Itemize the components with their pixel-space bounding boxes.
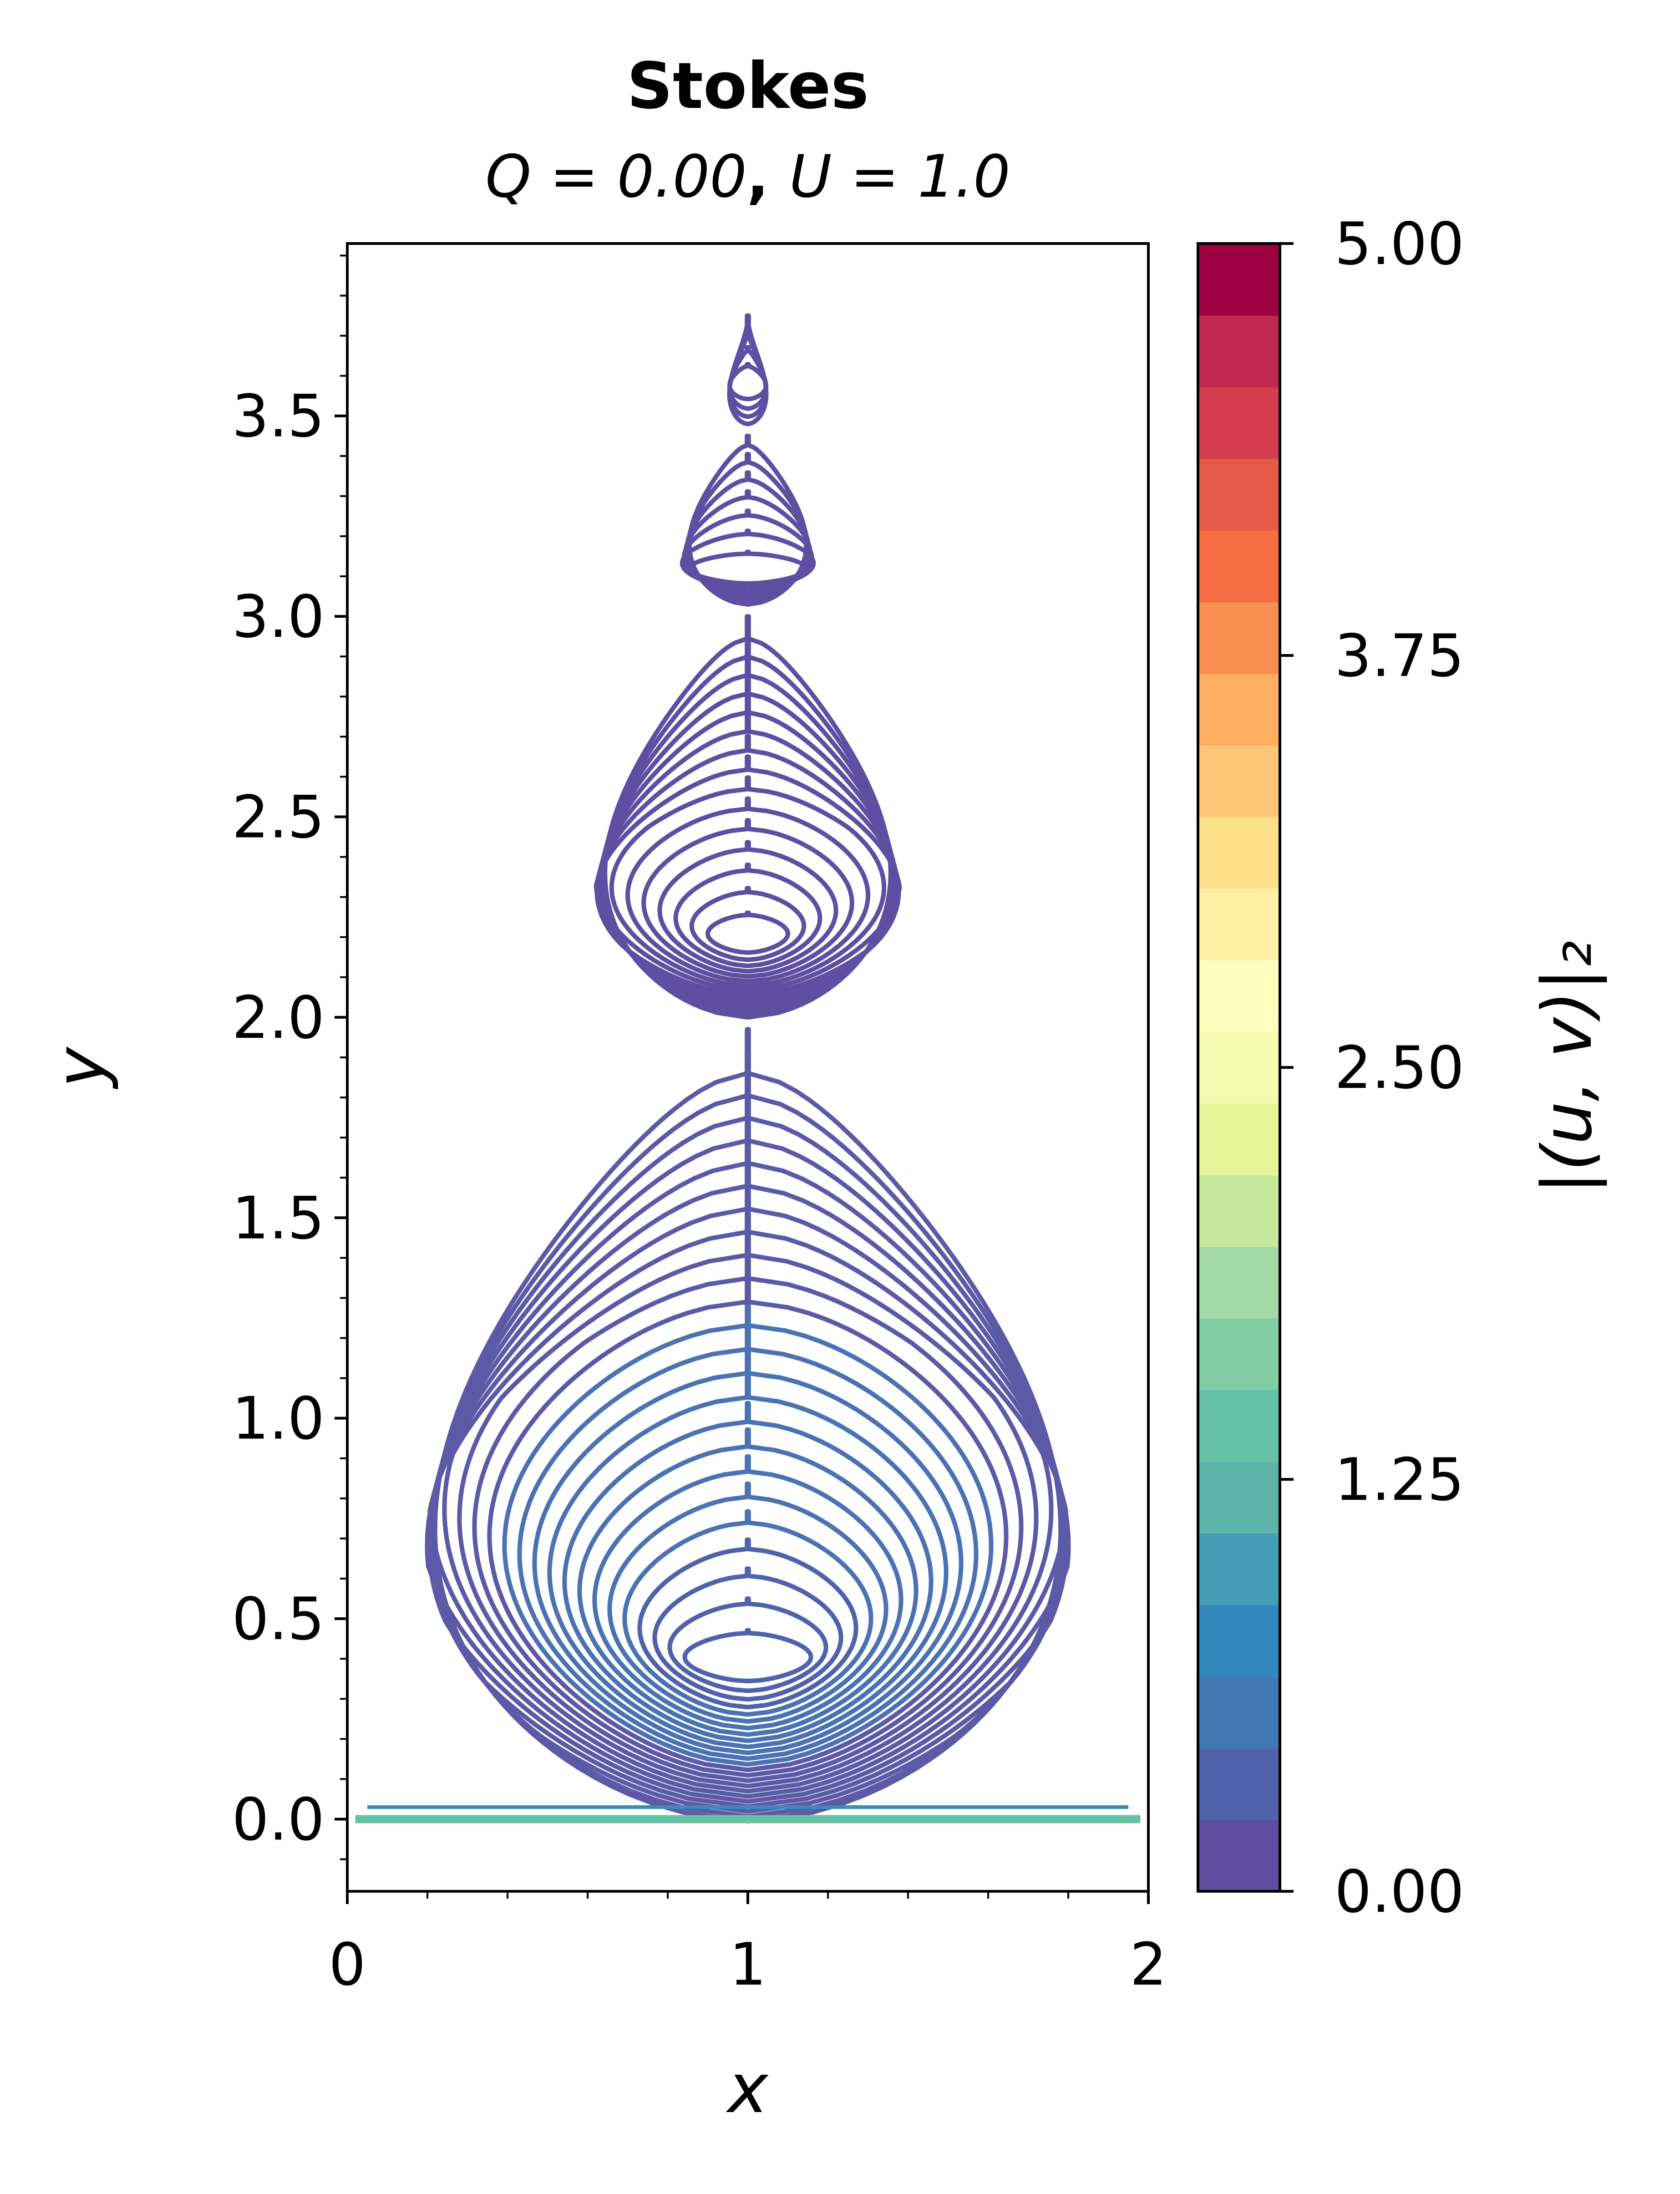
streamline-eddy-2 (641, 818, 854, 979)
streamline-eddy-3 (681, 508, 814, 594)
x-tick-label: 1 (729, 1931, 766, 1999)
streamline-eddy-1 (652, 1566, 843, 1702)
y-tick-label: 0.5 (232, 1585, 325, 1653)
streamline-contours (355, 313, 1141, 1823)
y-tick-label: 3.5 (232, 383, 325, 451)
colorbar-segment (1198, 386, 1280, 459)
streamline-eddy-2 (625, 796, 870, 984)
colorbar-segment (1198, 458, 1280, 531)
x-tick-label: 2 (1130, 1931, 1167, 1999)
colorbar-segment (1198, 1676, 1280, 1749)
colorbar-segment (1198, 1318, 1280, 1391)
colorbar-segment (1198, 888, 1280, 960)
streamline-eddy-1 (682, 1628, 813, 1683)
streamline-eddy-2 (603, 614, 893, 1020)
y-tick-label: 0.0 (232, 1786, 325, 1854)
colorbar-label: |(u, v)|₂ (1528, 940, 1607, 1194)
y-tick-label: 3.0 (232, 583, 325, 651)
y-axis: 0.0 0.5 1.0 1.5 2.0 2.5 3.0 3.5 (232, 254, 347, 1860)
colorbar-segment (1198, 1031, 1280, 1104)
colorbar-segment (1198, 960, 1280, 1032)
colorbar-axis: 0.00 1.25 2.50 3.75 5.00 (1280, 210, 1464, 1926)
colorbar (1198, 244, 1280, 1892)
streamline-eddy-1 (667, 1596, 828, 1693)
colorbar-segment (1198, 1461, 1280, 1534)
colorbar-segment (1198, 1175, 1280, 1247)
y-tick-label: 1.5 (232, 1184, 325, 1252)
colorbar-segment (1198, 1605, 1280, 1677)
chart-title: Stokes (627, 49, 869, 123)
streamline-eddy-1 (432, 1027, 1063, 1823)
colorbar-segment (1198, 1103, 1280, 1176)
streamline-eddy-4 (727, 313, 769, 427)
colorbar-tick-label: 3.75 (1335, 622, 1464, 690)
colorbar-segment (1198, 817, 1280, 889)
y-tick-label: 2.0 (232, 984, 325, 1052)
streamline-eddy-1 (592, 1454, 903, 1731)
y-tick-label: 1.0 (232, 1385, 325, 1453)
chart-subtitle: Q = 0.00, U = 1.0 (485, 143, 1010, 211)
x-axis-label: x (726, 2049, 769, 2128)
streamline-eddy-1 (547, 1374, 949, 1749)
y-axis-label: y (41, 1046, 120, 1089)
subtitle-q: Q = 0.00 (485, 143, 746, 211)
colorbar-tick-label: 5.00 (1335, 210, 1464, 278)
subtitle-u: U = 1.0 (789, 143, 1010, 211)
streamline-eddy-2 (689, 886, 807, 962)
colorbar-segment (1198, 1819, 1280, 1892)
colorbar-segment (1198, 315, 1280, 387)
colorbar-segment (1198, 673, 1280, 746)
streamline-eddy-1 (577, 1427, 919, 1737)
streamline-eddy-2 (609, 775, 887, 988)
x-tick-label: 0 (329, 1931, 365, 1999)
y-tick-label: 2.5 (232, 784, 325, 852)
colorbar-segment (1198, 244, 1280, 316)
colorbar-segment (1198, 530, 1280, 602)
colorbar-segment (1198, 1390, 1280, 1462)
x-axis: 0 1 2 (329, 1891, 1167, 1999)
colorbar-segment (1198, 1748, 1280, 1820)
colorbar-tick-label: 0.00 (1335, 1858, 1464, 1926)
streamline-eddy-3 (687, 549, 809, 586)
colorbar-segment (1198, 1533, 1280, 1605)
streamline-eddy-1 (607, 1481, 888, 1724)
streamline-eddy-2 (657, 840, 838, 974)
streamline-eddy-3 (687, 433, 809, 607)
colorbar-tick-label: 1.25 (1335, 1446, 1464, 1514)
streamline-eddy-2 (673, 863, 822, 968)
colorbar-segment (1198, 1246, 1280, 1319)
streamline-eddy-1 (622, 1509, 873, 1717)
streamline-eddy-1 (562, 1401, 934, 1743)
colorbar-segment (1198, 601, 1280, 674)
subtitle-separator: , (747, 143, 789, 211)
streamline-eddy-3 (680, 528, 816, 590)
streamline-eddy-2 (705, 910, 790, 955)
streamline-eddy-1 (637, 1537, 858, 1710)
colorbar-tick-label: 2.50 (1335, 1034, 1464, 1102)
colorbar-segment (1198, 745, 1280, 818)
